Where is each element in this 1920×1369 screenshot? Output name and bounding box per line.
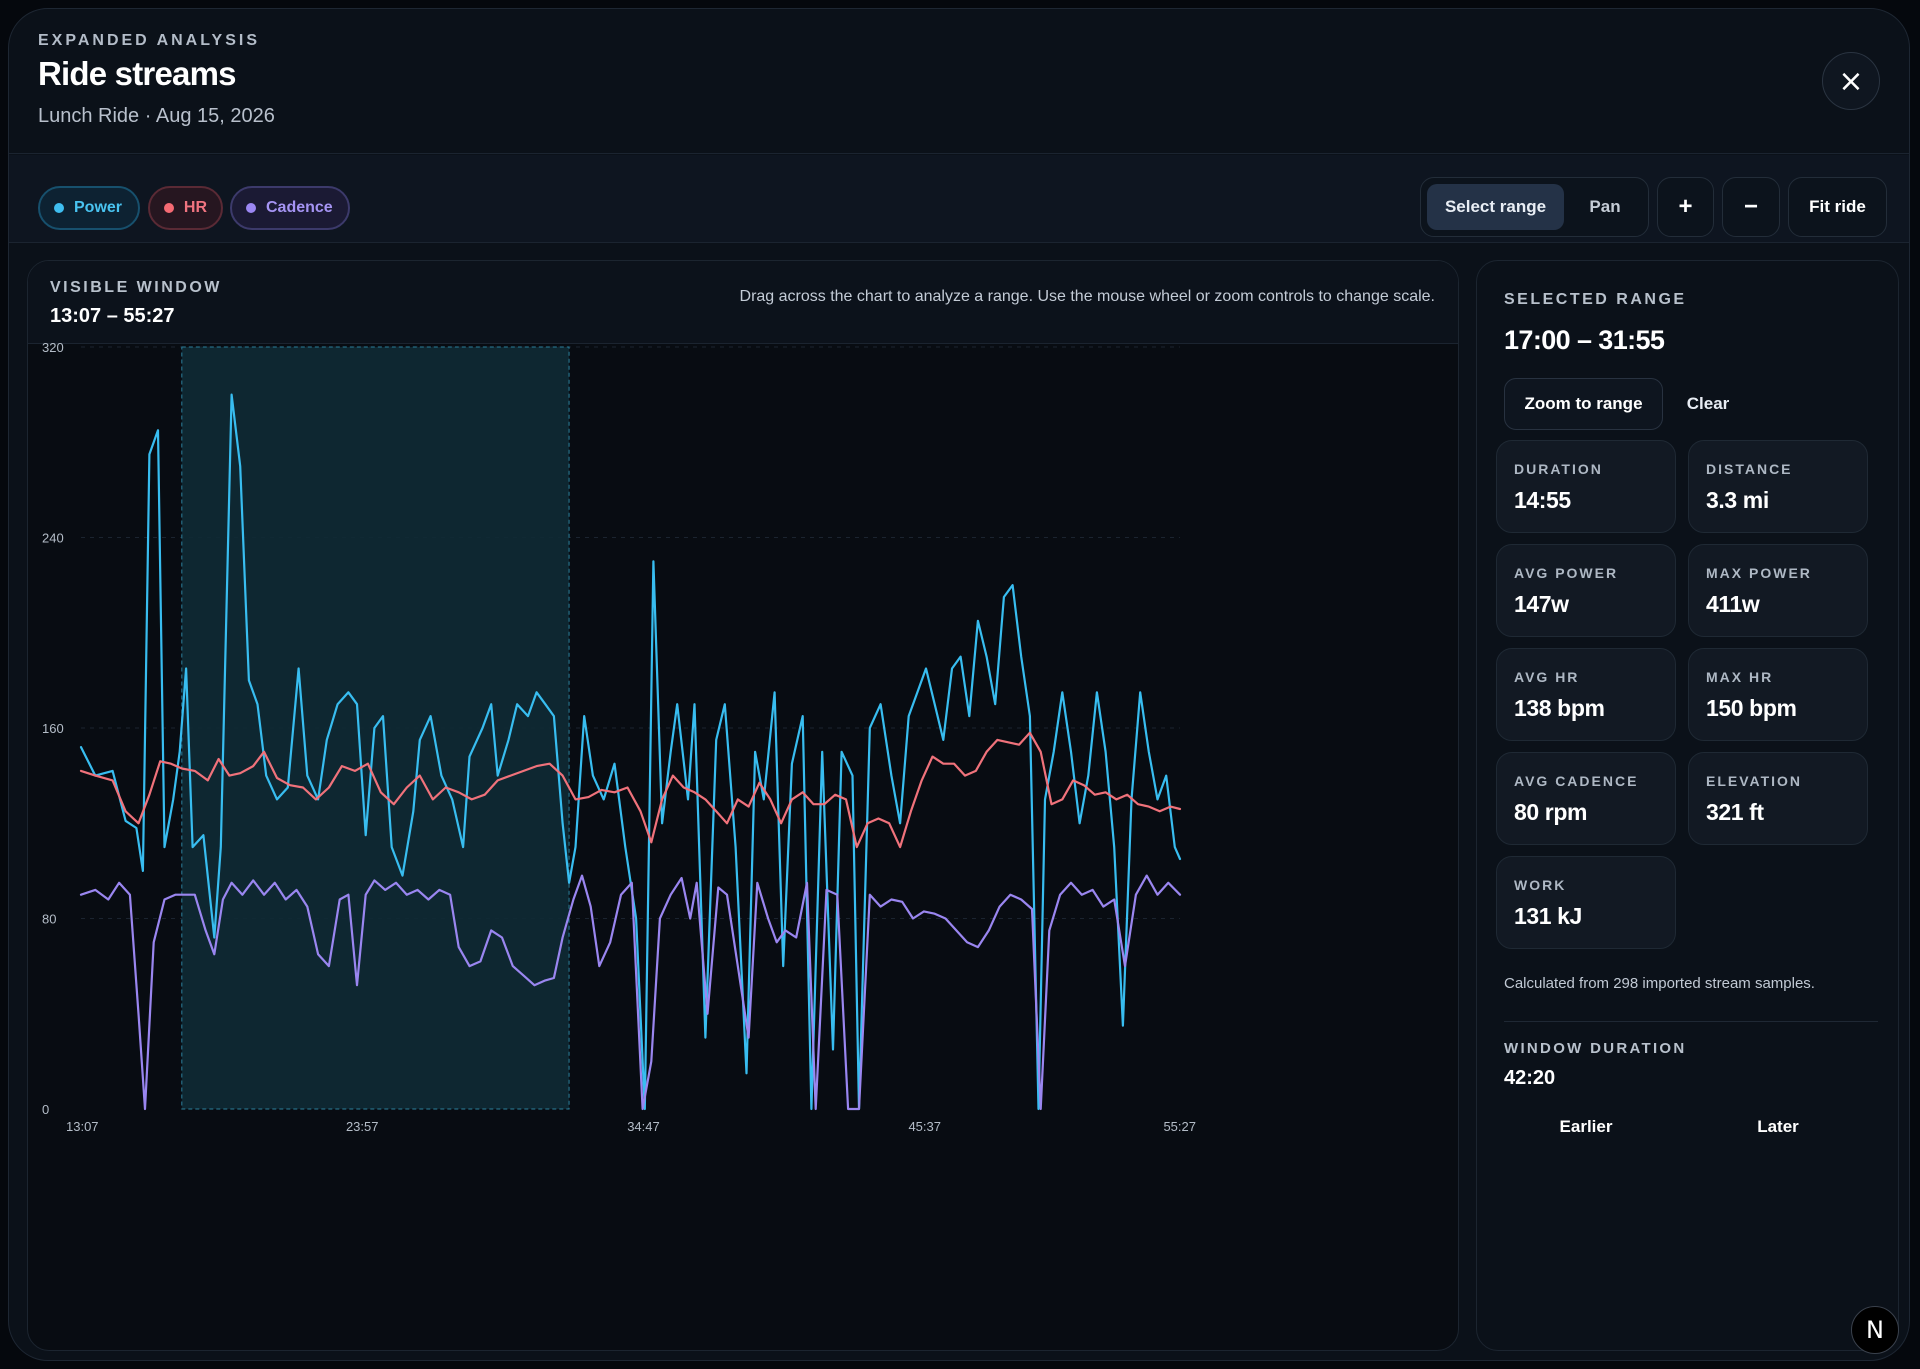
series-line-cadence [79,874,1182,1111]
stat-value: 321 ft [1706,799,1764,825]
modal-header: EXPANDED ANALYSIS Ride streams Lunch Rid… [9,9,1909,154]
stat-key: AVG POWER [1514,565,1619,581]
close-button[interactable]: × [1822,52,1880,110]
fit-ride-button[interactable]: Fit ride [1788,177,1887,237]
page-title: Ride streams [38,55,236,92]
chart-panel: VISIBLE WINDOW 13:07 – 55:27 Drag across… [27,260,1459,1351]
stat-avg-power: AVG POWER 147w [1496,544,1676,637]
series-line-hr [79,731,1182,849]
calculation-note: Calculated from 298 imported stream samp… [1504,975,1815,992]
stat-value: 411w [1706,591,1760,617]
n-logo-badge[interactable]: N [1851,1306,1899,1354]
x-tick-label: 45:37 [908,1119,941,1134]
stat-key: DISTANCE [1706,461,1793,477]
stat-elevation: ELEVATION 321 ft [1688,752,1868,845]
series-toggle-power[interactable]: Power [38,186,140,230]
selected-range-panel: SELECTED RANGE 17:00 – 31:55 Zoom to ran… [1476,260,1899,1351]
stat-key: AVG CADENCE [1514,773,1639,789]
y-tick-label: 0 [42,1102,49,1117]
toolbar: Power HR Cadence Select range Pan + − Fi… [9,155,1909,243]
y-tick-label: 240 [42,531,64,546]
hr-dot-icon [164,203,174,213]
stat-value: 3.3 mi [1706,487,1769,513]
stat-avg-hr: AVG HR 138 bpm [1496,648,1676,741]
selected-range-value: 17:00 – 31:55 [1504,325,1665,355]
y-tick-label: 80 [42,912,56,927]
selected-range-label: SELECTED RANGE [1504,291,1687,308]
series-toggle-hr[interactable]: HR [148,186,223,230]
stat-value: 14:55 [1514,487,1571,513]
clear-selection-button[interactable]: Clear [1686,394,1730,413]
select-range-button[interactable]: Select range [1427,184,1564,230]
power-dot-icon [54,203,64,213]
stat-key: WORK [1514,877,1567,893]
page-subtitle: Lunch Ride · Aug 15, 2026 [38,105,275,127]
stat-value: 150 bpm [1706,695,1797,721]
stat-value: 147w [1514,591,1569,617]
stat-value: 80 rpm [1514,799,1588,825]
eyebrow-label: EXPANDED ANALYSIS [38,32,260,49]
x-tick-label: 55:27 [1163,1119,1196,1134]
mode-segmented-control: Select range Pan [1420,177,1649,237]
stat-key: MAX HR [1706,669,1774,685]
chip-label: HR [183,199,207,216]
stat-value: 131 kJ [1514,903,1582,929]
window-duration-label: WINDOW DURATION [1504,1040,1687,1057]
stream-chart[interactable]: 0 80 160 240 320 13:07 23:57 34:47 45:37 55:27 [28,261,1459,1351]
chart-hint: Drag across the chart to analyze a range… [739,288,1435,305]
y-tick-label: 320 [42,340,64,355]
visible-window-range: 13:07 – 55:27 [50,305,175,327]
series-line-power [79,393,1182,1111]
chip-label: Cadence [266,199,333,216]
visible-window-label: VISIBLE WINDOW [50,279,222,296]
stat-key: MAX POWER [1706,565,1812,581]
later-button[interactable]: Later [1757,1117,1799,1136]
divider [1504,1021,1878,1022]
x-tick-label: 34:47 [627,1119,660,1134]
zoom-in-button[interactable]: + [1657,177,1714,237]
cadence-dot-icon [246,203,256,213]
stat-key: DURATION [1514,461,1603,477]
y-tick-label: 160 [42,721,64,736]
stat-max-hr: MAX HR 150 bpm [1688,648,1868,741]
window-duration-value: 42:20 [1504,1067,1556,1089]
stat-key: ELEVATION [1706,773,1803,789]
x-tick-label: 23:57 [346,1119,379,1134]
earlier-button[interactable]: Earlier [1559,1117,1613,1136]
pan-button[interactable]: Pan [1589,197,1621,216]
close-icon: × [1838,63,1864,99]
expanded-analysis-modal: EXPANDED ANALYSIS Ride streams Lunch Rid… [8,8,1910,1361]
chip-label: Power [74,199,123,216]
minus-icon: − [1743,193,1758,220]
zoom-to-range-button[interactable]: Zoom to range [1504,378,1663,430]
x-tick-label: 13:07 [66,1119,99,1134]
stat-value: 138 bpm [1514,695,1605,721]
stat-distance: DISTANCE 3.3 mi [1688,440,1868,533]
series-toggle-cadence[interactable]: Cadence [230,186,350,230]
stat-duration: DURATION 14:55 [1496,440,1676,533]
stat-key: AVG HR [1514,669,1580,685]
zoom-out-button[interactable]: − [1722,177,1780,237]
stat-max-power: MAX POWER 411w [1688,544,1868,637]
plus-icon: + [1678,193,1693,220]
stat-avg-cadence: AVG CADENCE 80 rpm [1496,752,1676,845]
chart-header: VISIBLE WINDOW 13:07 – 55:27 Drag across… [28,261,1458,344]
n-logo-icon: N [1866,1316,1884,1344]
stat-work: WORK 131 kJ [1496,856,1676,949]
